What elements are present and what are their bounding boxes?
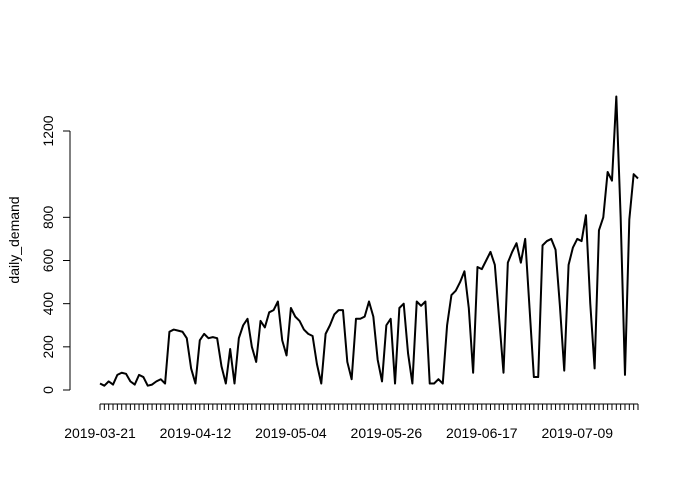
x-tick-label-0: 2019-03-21 — [64, 425, 136, 441]
y-axis-title: daily_demand — [6, 196, 22, 283]
y-tick-label-200: 200 — [40, 335, 56, 359]
y-tick-label-800: 800 — [40, 205, 56, 229]
x-tick-label-2: 2019-05-04 — [255, 425, 327, 441]
y-tick-label-1200: 1200 — [40, 115, 56, 146]
x-tick-label-3: 2019-05-26 — [351, 425, 423, 441]
x-tick-label-1: 2019-04-12 — [160, 425, 232, 441]
x-axis: 2019-03-21 2019-04-12 2019-05-04 2019-05-26… — [64, 403, 639, 441]
y-tick-label-400: 400 — [40, 292, 56, 316]
series-line-daily-demand — [99, 95, 639, 387]
x-tick-label-5: 2019-07-09 — [541, 425, 613, 441]
y-tick-label-0: 0 — [40, 386, 56, 394]
x-tick-label-4: 2019-06-17 — [446, 425, 518, 441]
y-tick-label-600: 600 — [40, 249, 56, 273]
y-axis: 0 200 400 600 800 1200 — [40, 115, 71, 394]
